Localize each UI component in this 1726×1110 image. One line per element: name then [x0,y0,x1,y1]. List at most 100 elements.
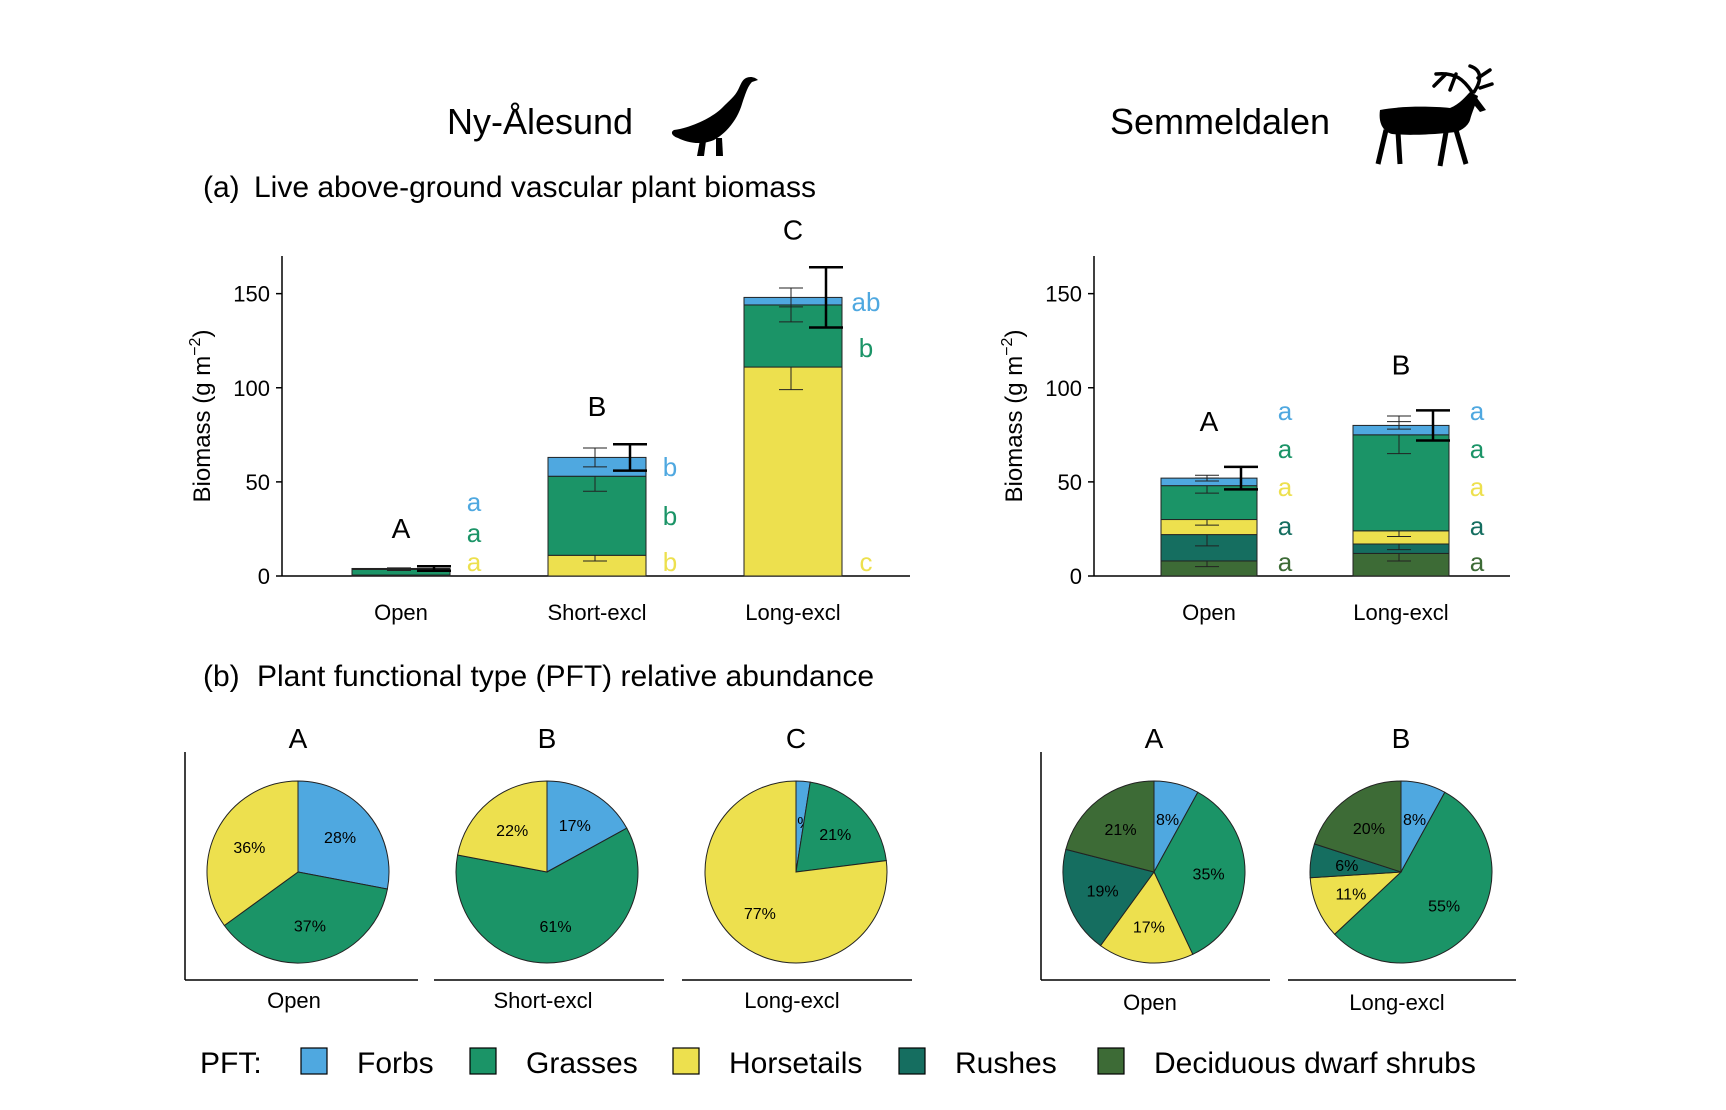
reindeer-silhouette-icon [1375,64,1494,167]
pie-slice-label-rushes: 19% [1087,883,1119,900]
pie-slice-forbs [546,780,628,873]
pie-slice-grasses [1333,791,1493,964]
y-axis-label: Biomass (g m−2) [187,330,216,503]
pie-slice-horsetails [206,780,299,927]
pie-slice-label-horsetails: 11% [1335,887,1366,904]
panel-a-tag: (a) [203,171,240,204]
sig-letter-forbs-open: a [467,487,482,517]
pie-slice-horsetails [457,780,548,873]
sig-letter-forbs-open: a [1278,396,1293,426]
legend-title: PFT: [200,1047,262,1080]
pie-slice-forbs [297,780,390,890]
bar-segment-deciduous-dwarf-shrubs-open [1160,560,1258,577]
x-tick-label-long-excl: Long-excl [1353,600,1448,625]
error-bar-forbs-open [387,567,411,570]
sig-letter-forbs-long-excl: a [1470,396,1485,426]
pie-slice-label-horsetails: 36% [233,840,265,857]
panel-b-tag: (b) [203,660,240,693]
pie-category-label: Open [267,988,321,1013]
pie-charts-ny-alesund: Open A 28% 37% 36% Short-excl B 17% 61% 22% Long-e… [184,723,912,1013]
site-title-ny-alesund: Ny-Ålesund [447,101,633,142]
x-tick-label-long-excl: Long-excl [745,600,840,625]
y-tick-label: 100 [1045,376,1082,401]
pie-slice-label-grasses: 61% [540,919,572,936]
bar-segment-horsetails-open [1160,519,1258,536]
pie-charts-semmeldalen: Open A 8% 35% 17% 19% 21% Long-excl B 8% 55% 11% 6% 2… [1040,723,1516,1015]
legend-item-forbs: Forbs [300,1047,434,1080]
pie-slice-label-horsetails: 77% [744,906,776,923]
error-bar-total-short-excl [613,442,647,472]
pie-slice-deciduous-dwarf-shrubs [1065,780,1155,873]
sig-letter-deciduous-dwarf-shrubs-long-excl: a [1470,547,1485,577]
bar-segment-forbs-long-excl [743,296,843,306]
group-letter-open: A [1200,406,1219,437]
bar-segment-horsetails-long-excl [1352,530,1450,545]
sig-letter-grasses-open: a [467,518,482,548]
x-tick-label-open: Open [1182,600,1236,625]
x-tick-label-short-excl: Short-excl [547,600,646,625]
bar-segment-rushes-open [1160,534,1258,562]
pie-group-letter: A [289,723,308,754]
bar-segment-grasses-long-excl [743,304,843,368]
sig-letter-deciduous-dwarf-shrubs-open: a [1278,547,1293,577]
pie-slice-label-grasses: 55% [1428,898,1460,915]
y-tick-label: 150 [233,282,270,307]
bar-segment-grasses-open [1160,485,1258,521]
legend-label-deciduous-dwarf-shrubs: Deciduous dwarf shrubs [1154,1047,1476,1080]
bar-segment-deciduous-dwarf-shrubs-long-excl [1352,552,1450,577]
group-letter-long-excl: C [783,214,803,245]
y-axis-label: Biomass (g m−2) [999,330,1028,503]
pie-slice-label-deciduous-dwarf-shrubs: 21% [1105,822,1137,839]
error-bar-forbs-long-excl [779,287,803,308]
pie-slice-label-forbs: 8% [1156,812,1179,829]
legend-swatch-deciduous-dwarf-shrubs [1097,1047,1125,1075]
legend-label-grasses: Grasses [526,1047,638,1080]
sig-letter-horsetails-open: a [467,547,482,577]
legend-label-forbs: Forbs [357,1047,434,1080]
sig-letter-grasses-long-excl: a [1470,434,1485,464]
pie-group-letter: B [538,723,557,754]
sig-letter-horsetails-open: a [1278,472,1293,502]
error-bar-total-open [1224,465,1258,491]
group-letter-short-excl: B [588,391,607,422]
pie-slice-label-forbs: 17% [559,818,591,835]
y-tick-label: 150 [1045,282,1082,307]
pie-slice-label-horsetails: 22% [496,823,528,840]
pie-slice-label-grasses: 21% [819,827,851,844]
pie-slice-label-deciduous-dwarf-shrubs: 20% [1353,821,1385,838]
goose-silhouette-icon [671,76,758,156]
bar-segment-forbs-long-excl [1352,424,1450,436]
y-tick-label: 100 [233,376,270,401]
x-tick-label-open: Open [374,600,428,625]
pie-slice-label-forbs: 8% [1403,812,1426,829]
legend-swatch-forbs [300,1047,328,1075]
sig-letter-grasses-long-excl: b [859,333,873,363]
bar-segment-rushes-long-excl [1352,543,1450,554]
pie-slice-horsetails [704,780,888,964]
pie-slice-label-rushes: 6% [1335,858,1358,875]
error-bar-forbs-short-excl [583,447,607,468]
legend-label-rushes: Rushes [955,1047,1057,1080]
bar-segment-horsetails-long-excl [743,366,843,577]
pie-slice-label-forbs: 28% [324,830,356,847]
pie-open: Open A 8% 35% 17% 19% 21% [1041,723,1270,1015]
y-tick-label: 50 [1058,470,1082,495]
pie-slice-label-grasses: 37% [294,918,326,935]
pie-slice-grasses [223,871,388,964]
legend-item-horsetails: Horsetails [672,1047,862,1080]
site-title-semmeldalen: Semmeldalen [1110,101,1330,142]
error-bar-forbs-open [1195,474,1219,482]
legend-item-rushes: Rushes [898,1047,1057,1080]
legend-item-grasses: Grasses [469,1047,638,1080]
bar-segment-grasses-short-excl [547,475,647,556]
panel-b-title: Plant functional type (PFT) relative abu… [257,660,874,693]
group-letter-open: A [392,513,411,544]
sig-letter-horsetails-short-excl: b [663,547,677,577]
pie-category-label: Open [1123,990,1177,1015]
sig-letter-horsetails-long-excl: a [1470,472,1485,502]
legend-swatch-grasses [469,1047,497,1075]
pie-slice-grasses [1153,791,1246,956]
